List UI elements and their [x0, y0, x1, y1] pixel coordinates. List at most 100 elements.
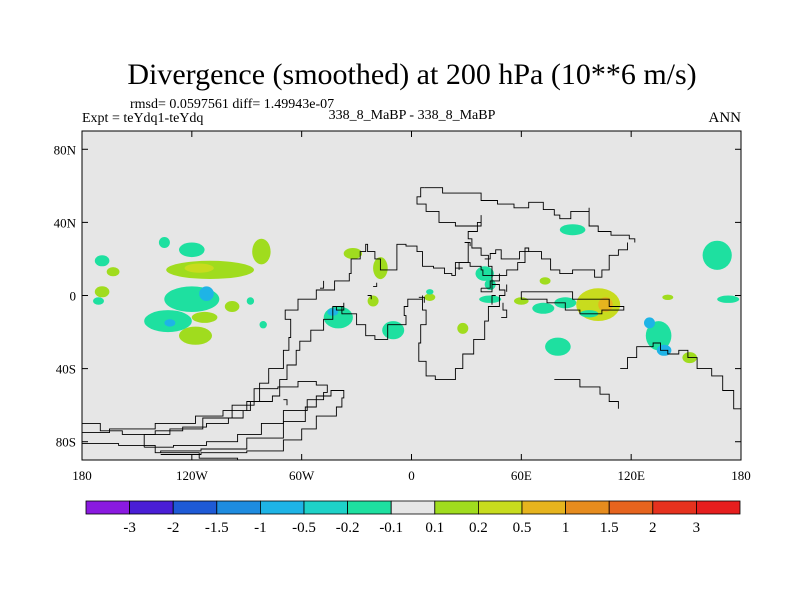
coastline [367, 295, 372, 300]
coastline [143, 380, 328, 448]
colorbar-swatch [696, 500, 741, 515]
x-tick-label: 0 [408, 468, 415, 483]
divergence-region [259, 321, 267, 329]
coastlines [82, 187, 742, 461]
colorbar-label: -0.5 [292, 520, 316, 536]
divergence-region [158, 237, 170, 248]
divergence-region [164, 319, 176, 327]
colorbar-swatch [652, 500, 697, 515]
colorbar-swatch [303, 500, 348, 515]
colorbar-label: -1 [254, 520, 267, 536]
colorbar-swatch [477, 500, 523, 515]
coastline [464, 242, 471, 247]
divergence-regions [93, 224, 740, 364]
colorbar-label: 1.5 [600, 520, 619, 536]
colorbar-label: -0.2 [336, 520, 360, 536]
coastline [424, 187, 636, 243]
coastline [82, 243, 506, 435]
divergence-region [179, 242, 205, 258]
case-label: 338_8_MaBP - 338_8_MaBP [329, 108, 496, 123]
colorbar-label: 0.1 [425, 520, 444, 536]
divergence-region [367, 295, 379, 307]
colorbar-swatch [85, 500, 130, 515]
divergence-region [199, 286, 214, 302]
coastline [458, 242, 469, 270]
coastline [501, 302, 508, 318]
experiment-label: Expt = teYdq1-teYdq [82, 111, 203, 126]
axis-ticks: 180 120W 60W 0 60E 120E 180 80N 40N 0 40S 80S [54, 131, 751, 483]
colorbar-swatch [259, 500, 305, 515]
colorbar-label: 1 [562, 520, 570, 536]
coastline [335, 302, 345, 311]
divergence-region [644, 317, 655, 329]
divergence-region [702, 240, 732, 270]
coastline [491, 295, 496, 305]
divergence-region [94, 286, 110, 298]
colorbar-swatch [565, 500, 610, 515]
season-label: ANN [709, 110, 742, 126]
y-tick-label: 40S [56, 362, 76, 377]
divergence-region [179, 326, 212, 345]
chart-title: Divergence (smoothed) at 200 hPa (10**6 … [127, 58, 696, 91]
divergence-region [475, 266, 494, 281]
y-tick-label: 40N [54, 215, 77, 230]
colorbar-label: 2 [649, 520, 657, 536]
x-tick-label: 120W [176, 468, 209, 483]
x-tick-label: 120E [617, 468, 645, 483]
divergence-region [426, 289, 434, 295]
coastline [320, 280, 325, 289]
colorbar-swatch [608, 500, 654, 515]
coastline [416, 187, 628, 278]
divergence-region [662, 294, 674, 300]
divergence-region [246, 297, 255, 305]
y-tick-label: 80N [54, 142, 77, 157]
colorbar-swatch [434, 500, 479, 515]
divergence-region [424, 293, 436, 301]
coastline [520, 291, 625, 315]
colorbar-swatch [521, 500, 566, 515]
colorbar-label: -0.1 [379, 520, 403, 536]
divergence-region [252, 238, 271, 265]
colorbar-label: 0.5 [513, 520, 532, 536]
divergence-region [479, 295, 502, 303]
divergence-region [106, 267, 120, 277]
map-plot: 180 120W 60W 0 60E 120E 180 80N 40N 0 40S 80S [54, 130, 751, 483]
colorbar-swatch [216, 500, 261, 515]
colorbar: -3 -2 -1.5 -1 -0.5 -0.2 -0.1 0.1 0.2 0.5 1 1.5 2 3 [85, 500, 741, 536]
divergence-region [382, 321, 405, 340]
divergence-region [343, 248, 363, 259]
divergence-region [645, 321, 672, 351]
y-tick-label: 80S [56, 435, 76, 450]
coastline [283, 399, 288, 406]
x-tick-label: 60W [289, 468, 315, 483]
colorbar-label: 0.2 [469, 520, 488, 536]
x-tick-label: 180 [72, 468, 92, 483]
coastline [418, 296, 425, 303]
divergence-region [545, 337, 571, 356]
colorbar-swatch [390, 500, 436, 515]
coastline [620, 342, 742, 424]
divergence-region [94, 255, 110, 267]
colorbar-swatch [172, 500, 218, 515]
x-tick-label: 180 [731, 468, 751, 483]
stats-label: rmsd= 0.0597561 diff= 1.49943e-07 [130, 97, 334, 112]
coastline [554, 379, 619, 409]
colorbar-label: -2 [167, 520, 180, 536]
colorbar-swatch [347, 500, 392, 515]
divergence-region [532, 302, 555, 314]
colorbar-label: -1.5 [205, 520, 229, 536]
colorbar-label: 3 [693, 520, 701, 536]
coastline [160, 390, 345, 455]
coastline [373, 282, 378, 287]
divergence-region [457, 322, 469, 334]
divergence-region [184, 263, 214, 273]
coastline [484, 247, 530, 260]
divergence-region [93, 297, 104, 305]
coastline [82, 443, 302, 461]
divergence-region [224, 301, 240, 312]
colorbar-label: -3 [123, 520, 136, 536]
coastline [480, 273, 500, 293]
divergence-region [717, 295, 740, 303]
divergence-region [539, 277, 551, 285]
